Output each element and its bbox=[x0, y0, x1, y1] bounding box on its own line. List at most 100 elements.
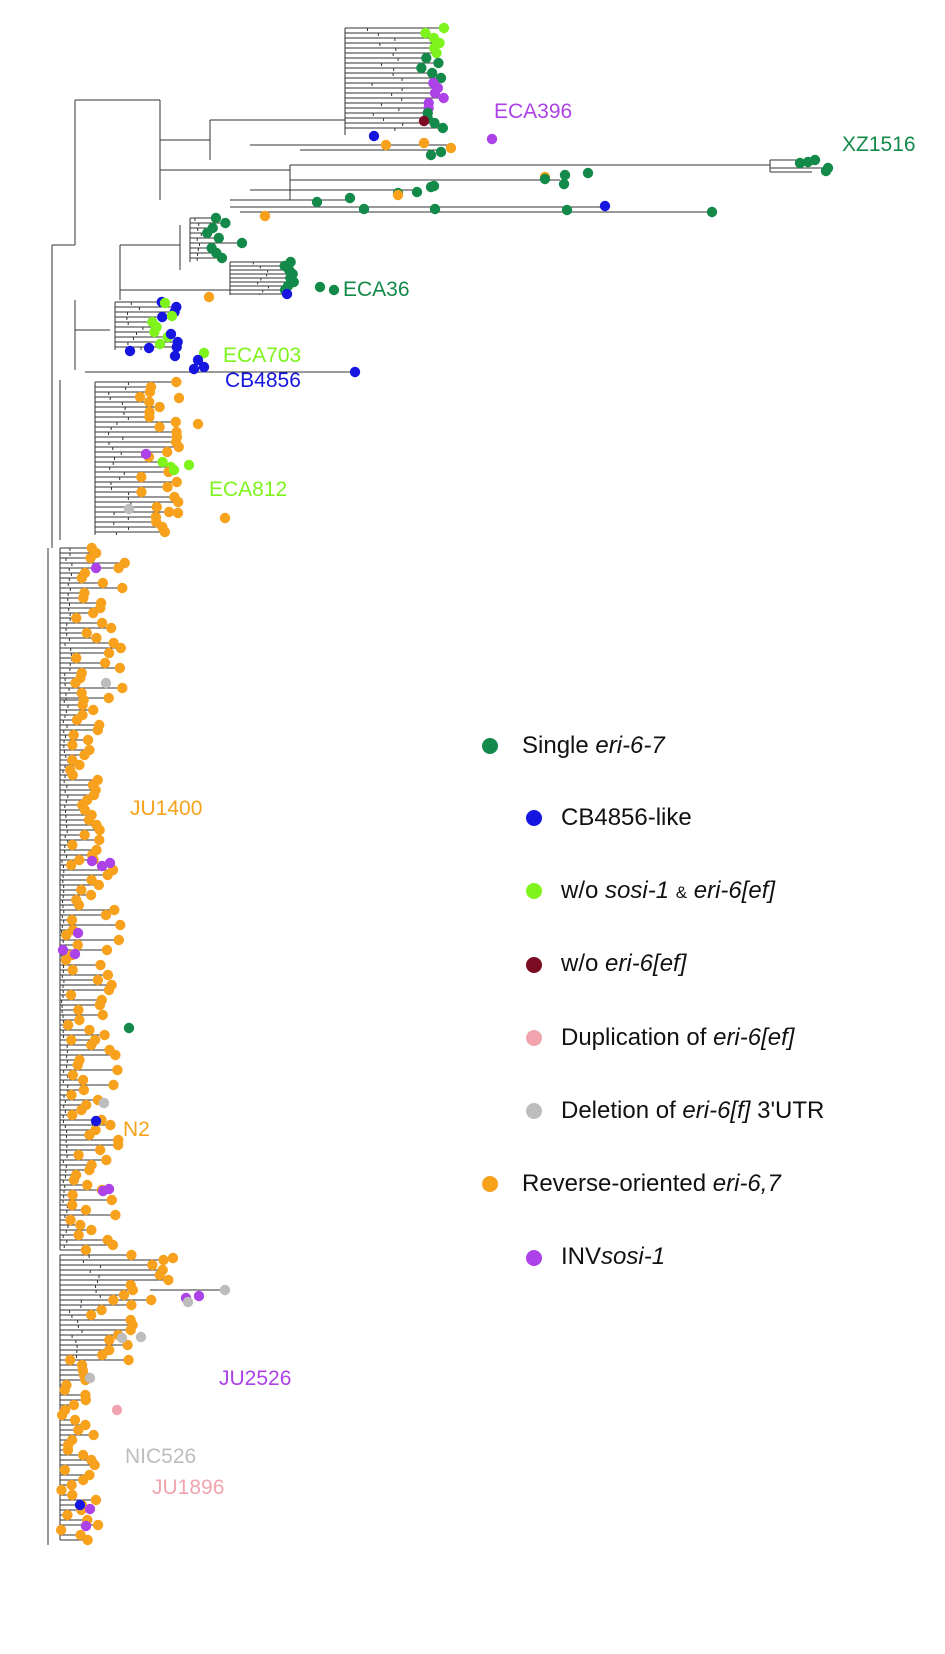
strain-label-eca703: ECA703 bbox=[223, 344, 302, 367]
tip-rev bbox=[61, 929, 72, 941]
tip-rev bbox=[76, 1104, 87, 1116]
tip-rev bbox=[97, 1349, 108, 1361]
tip-del bbox=[123, 503, 135, 515]
tip-rev bbox=[77, 1474, 89, 1486]
legend-item-del: Deletion of eri-6[f] 3'UTR bbox=[561, 1097, 825, 1124]
tip-rev bbox=[136, 471, 147, 483]
legend-item-dup: Duplication of eri-6[ef] bbox=[561, 1024, 795, 1051]
legend-item-rev: Reverse-oriented eri-6,7 bbox=[522, 1170, 781, 1197]
tip-rev bbox=[81, 627, 92, 639]
tip-rev bbox=[110, 1049, 121, 1061]
tip-rev bbox=[67, 739, 78, 751]
tip-del bbox=[219, 1284, 231, 1296]
tip-dup bbox=[111, 1404, 123, 1416]
tip-rev bbox=[67, 1109, 78, 1121]
tip-rev bbox=[123, 1354, 134, 1366]
legend-dot-inv bbox=[526, 1250, 542, 1266]
tip-single bbox=[561, 204, 573, 216]
tip-del bbox=[84, 1372, 96, 1384]
strain-label-n2: N2 bbox=[123, 1118, 150, 1141]
tip-rev bbox=[99, 1029, 110, 1041]
tip-rev bbox=[56, 1409, 68, 1421]
tip-rev bbox=[66, 1034, 77, 1046]
tip-rev bbox=[74, 854, 85, 866]
tip-rev bbox=[68, 1174, 80, 1186]
tip-rev bbox=[93, 879, 105, 891]
tip-rev bbox=[97, 577, 109, 589]
tip-rev bbox=[73, 1149, 84, 1161]
tip-single bbox=[426, 67, 438, 79]
legend-dot-rev bbox=[482, 1176, 498, 1192]
tip-inv bbox=[103, 1183, 115, 1195]
tip-rev bbox=[60, 954, 72, 966]
tip-inv bbox=[57, 944, 69, 956]
tip-inv bbox=[90, 562, 102, 574]
tip-single bbox=[328, 284, 340, 296]
tip-rev bbox=[126, 1249, 137, 1261]
tip-rev bbox=[68, 1399, 80, 1411]
tip-rev bbox=[67, 1489, 78, 1501]
tip-del bbox=[100, 677, 112, 689]
tip-rev bbox=[95, 602, 106, 614]
tip-inv bbox=[80, 1520, 92, 1532]
tip-rev bbox=[122, 1339, 133, 1351]
tip-del bbox=[135, 1331, 147, 1343]
tip-cb4856 bbox=[124, 345, 136, 357]
tip-rev bbox=[71, 652, 82, 664]
tip-rev bbox=[66, 1479, 77, 1491]
tip-wo_sosi bbox=[420, 27, 431, 39]
tip-rev bbox=[158, 1254, 169, 1266]
tip-single bbox=[539, 173, 551, 185]
tip-rev bbox=[66, 914, 78, 926]
tip-rev bbox=[73, 1424, 84, 1436]
tip-rev bbox=[69, 1414, 81, 1426]
tip-rev bbox=[146, 1294, 157, 1306]
tip-rev bbox=[82, 1179, 93, 1191]
legend-item-single: Single eri-6-7 bbox=[522, 732, 665, 759]
tip-inv bbox=[72, 927, 84, 939]
tip-single bbox=[123, 1022, 135, 1034]
tip-rev bbox=[167, 1252, 179, 1264]
tip-rev bbox=[113, 934, 125, 946]
tip-rev bbox=[67, 1069, 79, 1081]
tip-rev bbox=[97, 1009, 108, 1021]
tip-rev bbox=[78, 1084, 90, 1096]
tree-branches bbox=[47, 27, 830, 1545]
tip-inv bbox=[84, 1503, 96, 1515]
tip-rev bbox=[64, 1354, 76, 1366]
tip-wo_sosi bbox=[149, 326, 160, 338]
tip-single bbox=[428, 180, 440, 192]
tip-cb4856 bbox=[192, 354, 204, 366]
tip-rev bbox=[101, 944, 113, 956]
tip-rev bbox=[219, 512, 231, 524]
tip-rev bbox=[112, 1064, 123, 1076]
tip-rev bbox=[72, 1059, 83, 1071]
tip-rev bbox=[445, 142, 457, 154]
tip-rev bbox=[105, 622, 117, 634]
tip-rev bbox=[79, 749, 90, 761]
tip-rev bbox=[84, 1164, 95, 1176]
tip-rev bbox=[162, 481, 173, 493]
tip-single bbox=[411, 186, 423, 198]
tip-rev bbox=[117, 582, 128, 594]
tip-rev bbox=[173, 392, 185, 404]
tip-rev bbox=[91, 632, 102, 644]
tip-rev bbox=[106, 1194, 117, 1206]
tip-single bbox=[314, 281, 326, 293]
tip-rev bbox=[104, 1334, 115, 1346]
tip-rev bbox=[103, 984, 115, 996]
tip-del bbox=[98, 1097, 110, 1109]
tip-rev bbox=[85, 889, 97, 901]
legend-dot-del bbox=[526, 1103, 542, 1119]
tip-rev bbox=[71, 714, 83, 726]
tip-rev bbox=[82, 1534, 93, 1546]
tip-rev bbox=[88, 1429, 99, 1441]
tip-single bbox=[820, 165, 832, 177]
tip-rev bbox=[73, 899, 85, 911]
tip-cb4856 bbox=[169, 350, 181, 362]
tip-rev bbox=[56, 1484, 67, 1496]
tip-rev bbox=[95, 959, 106, 971]
tip-rev bbox=[62, 1444, 74, 1456]
tip-inv bbox=[193, 1290, 205, 1302]
tip-inv bbox=[438, 92, 449, 104]
